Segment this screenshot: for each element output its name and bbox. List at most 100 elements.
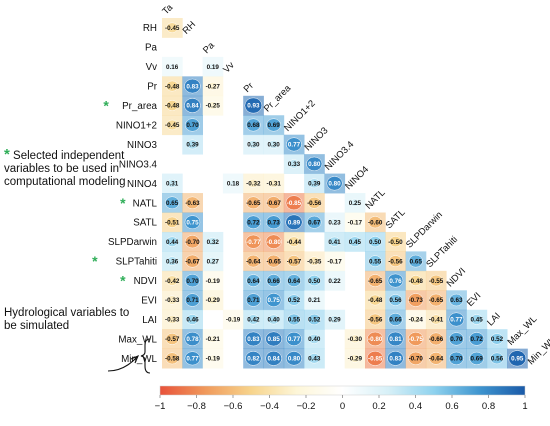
cell-value-label: 0.83	[186, 83, 199, 90]
cell-ellipse	[244, 97, 263, 114]
cell-value-label: 0.72	[247, 219, 260, 226]
cell-ellipse	[245, 215, 261, 229]
star-icon: *	[120, 273, 126, 289]
heatmap-cells: -0.45 0.16 0.19 -0.48 0.83 -0.27 -0.48 0.84 -0.2…	[162, 18, 528, 369]
cell-value-label: 0.66	[389, 317, 402, 324]
cell-ellipse	[430, 314, 442, 325]
cell-ellipse	[409, 275, 422, 286]
cell-value-label: 0.83	[389, 356, 402, 363]
cell-value-label: -0.73	[409, 297, 424, 304]
cell-ellipse	[408, 332, 424, 346]
cell-value-label: -0.64	[246, 258, 261, 265]
cell-value-label: 0.22	[328, 278, 341, 285]
cell-ellipse	[245, 234, 262, 249]
column-label: NINO4	[342, 163, 370, 191]
cell-value-label: 0.39	[186, 142, 199, 149]
row-label: RH	[143, 23, 157, 34]
cell-ellipse	[285, 195, 303, 211]
row-label: Pr_area	[122, 101, 157, 112]
cell-ellipse	[286, 274, 302, 287]
cell-ellipse	[208, 101, 218, 110]
row-label: Pa	[145, 43, 158, 54]
cell-ellipse	[266, 274, 281, 287]
cell-value-label: -0.25	[206, 103, 221, 110]
cell-ellipse	[286, 331, 302, 346]
cell-value-label: 0.63	[450, 297, 463, 304]
cell-ellipse	[166, 22, 179, 33]
cell-ellipse	[207, 81, 218, 91]
cell-value-label: -0.42	[165, 278, 180, 285]
cell-value-label: -0.31	[266, 181, 281, 188]
cell-value-label: 0.18	[227, 181, 240, 188]
cell-value-label: 0.70	[450, 356, 463, 363]
cell-value-label: -0.77	[246, 239, 261, 246]
cell-ellipse	[308, 178, 320, 189]
colorbar-tick-label: 0.4	[409, 401, 422, 412]
cell-ellipse	[265, 331, 282, 347]
cell-value-label: -0.35	[307, 258, 322, 265]
colorbar-tick-label: −0.6	[224, 401, 243, 412]
cell-value-label: -0.29	[206, 297, 221, 304]
cell-ellipse	[185, 118, 200, 132]
cell-ellipse	[184, 331, 201, 346]
cell-value-label: -0.56	[307, 200, 322, 207]
cell-ellipse	[288, 159, 300, 169]
cell-value-label: 0.89	[288, 219, 301, 226]
cell-value-label: -0.24	[409, 317, 424, 324]
cell-value-label: 0.33	[288, 161, 301, 168]
cell-value-label: -0.65	[246, 200, 261, 207]
cell-value-label: 0.30	[268, 142, 281, 149]
cell-ellipse	[208, 354, 218, 363]
cell-value-label: 0.19	[207, 64, 220, 71]
cell-ellipse	[266, 215, 282, 229]
cell-ellipse	[266, 196, 281, 210]
cell-value-label: -0.21	[206, 336, 221, 343]
star-icon: *	[120, 195, 126, 211]
cell-value-label: 0.93	[247, 103, 260, 110]
cell-value-label: -0.17	[327, 258, 342, 265]
row-label: LAI	[142, 315, 157, 326]
cell-value-label: 0.27	[207, 258, 220, 265]
row-label: EVI	[141, 296, 157, 307]
cell-ellipse	[228, 179, 238, 188]
cell-ellipse	[307, 313, 321, 326]
star-icon: *	[103, 98, 109, 114]
cell-ellipse	[184, 351, 201, 366]
cell-value-label: 0.75	[186, 219, 199, 226]
colorbar-tick-label: 0.8	[482, 401, 495, 412]
cell-ellipse	[387, 351, 404, 366]
cell-ellipse	[268, 314, 280, 325]
cell-value-label: -0.65	[429, 297, 444, 304]
cell-value-label: -0.29	[348, 356, 363, 363]
column-label: SLPTahiti	[424, 233, 460, 269]
colorbar-tick-label: 0.2	[372, 401, 385, 412]
cell-value-label: 0.77	[186, 356, 199, 363]
colorbar-tick-label: −1	[155, 401, 166, 412]
cell-value-label: -0.19	[226, 317, 241, 324]
cell-ellipse	[428, 352, 444, 365]
cell-value-label: -0.19	[206, 278, 221, 285]
cell-ellipse	[366, 350, 384, 366]
cell-value-label: 0.82	[247, 356, 260, 363]
cell-value-label: -0.27	[206, 83, 221, 90]
cell-ellipse	[208, 276, 218, 285]
cell-value-label: 0.72	[471, 336, 484, 343]
cell-value-label: 0.95	[511, 356, 524, 363]
cell-ellipse	[246, 254, 261, 268]
cell-ellipse	[165, 333, 179, 345]
cell-ellipse	[387, 331, 404, 347]
cell-value-label: 0.73	[268, 219, 281, 226]
cell-ellipse	[208, 62, 218, 71]
cell-value-label: 0.16	[166, 64, 179, 71]
cell-value-label: 0.52	[288, 297, 301, 304]
cell-value-label: 0.68	[247, 122, 260, 129]
row-label: Vv	[146, 62, 158, 73]
cell-value-label: 0.45	[471, 317, 484, 324]
cell-value-label: -0.56	[368, 317, 383, 324]
column-label: NINO1+2	[281, 98, 317, 134]
cell-value-label: 0.80	[328, 181, 341, 188]
cell-ellipse	[308, 275, 321, 287]
cell-ellipse	[388, 313, 403, 326]
cell-value-label: 0.52	[308, 317, 321, 324]
